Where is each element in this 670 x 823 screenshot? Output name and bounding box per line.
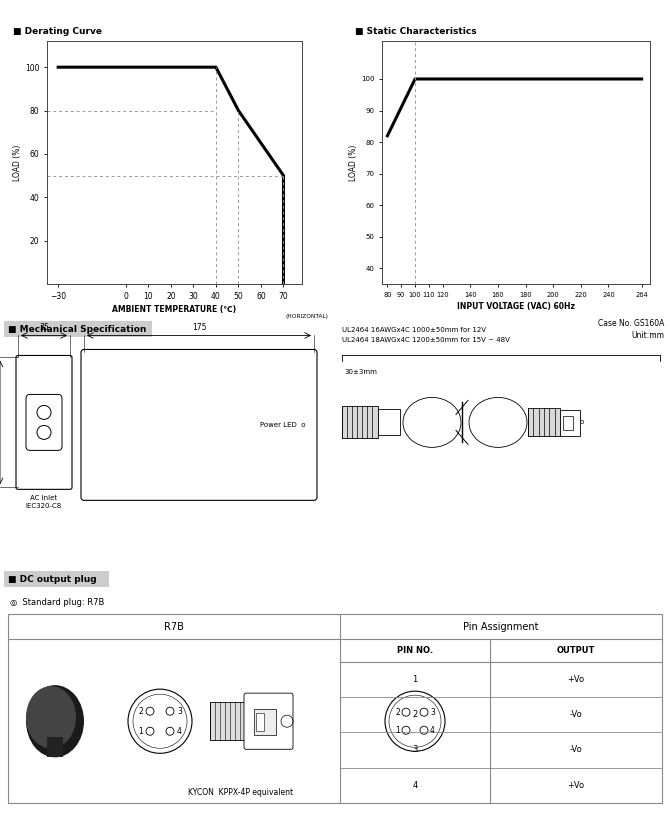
Ellipse shape	[26, 686, 76, 748]
Ellipse shape	[403, 398, 461, 448]
Text: 4: 4	[177, 727, 182, 736]
Text: 3: 3	[177, 707, 182, 716]
Text: 1: 1	[395, 726, 400, 735]
Text: 3: 3	[430, 708, 435, 717]
FancyBboxPatch shape	[4, 571, 109, 588]
X-axis label: AMBIENT TEMPERATURE (℃): AMBIENT TEMPERATURE (℃)	[112, 305, 237, 314]
Text: +Vo: +Vo	[567, 781, 584, 790]
Text: 2: 2	[412, 710, 417, 719]
FancyBboxPatch shape	[244, 693, 293, 749]
Text: 4: 4	[430, 726, 435, 735]
FancyBboxPatch shape	[16, 356, 72, 490]
Text: (HORIZONTAL): (HORIZONTAL)	[285, 314, 329, 319]
Text: 2: 2	[395, 708, 400, 717]
Text: 1: 1	[412, 675, 417, 684]
Bar	[47, 737, 63, 757]
Text: o: o	[580, 420, 584, 425]
Bar	[342, 407, 378, 439]
Bar	[256, 714, 264, 732]
FancyBboxPatch shape	[4, 322, 152, 337]
FancyBboxPatch shape	[26, 394, 62, 450]
Bar	[560, 411, 580, 436]
Text: ◎  Standard plug: R7B: ◎ Standard plug: R7B	[10, 598, 105, 607]
Text: 4: 4	[412, 781, 417, 790]
Y-axis label: LOAD (%): LOAD (%)	[13, 144, 22, 181]
Text: 2: 2	[138, 707, 143, 716]
Text: Case No. GS160A
Unit:mm: Case No. GS160A Unit:mm	[598, 319, 664, 340]
Text: 175: 175	[192, 323, 206, 332]
Bar	[210, 702, 246, 740]
Ellipse shape	[26, 685, 84, 757]
Text: OUTPUT: OUTPUT	[557, 646, 595, 655]
Text: ■ DC output plug: ■ DC output plug	[8, 574, 96, 584]
Text: R7B: R7B	[164, 622, 184, 632]
Ellipse shape	[469, 398, 527, 448]
Text: 1: 1	[138, 727, 143, 736]
Text: -Vo: -Vo	[570, 710, 582, 719]
Bar	[8, 615, 662, 803]
Text: UL2464 18AWGx4C 1200±50mm for 15V ~ 48V: UL2464 18AWGx4C 1200±50mm for 15V ~ 48V	[342, 337, 510, 343]
Text: ■ Static Characteristics: ■ Static Characteristics	[355, 27, 477, 36]
Y-axis label: LOAD (%): LOAD (%)	[349, 144, 358, 181]
Text: Pin Assignment: Pin Assignment	[463, 622, 539, 632]
Text: ■ Mechanical Specification: ■ Mechanical Specification	[8, 325, 146, 334]
Text: -Vo: -Vo	[570, 746, 582, 755]
Text: PIN NO.: PIN NO.	[397, 646, 433, 655]
Bar	[563, 416, 573, 430]
Text: +Vo: +Vo	[567, 675, 584, 684]
Text: 3: 3	[412, 746, 417, 755]
X-axis label: INPUT VOLTAGE (VAC) 60Hz: INPUT VOLTAGE (VAC) 60Hz	[457, 302, 575, 311]
Text: KYCON  KPPX-4P equivalent: KYCON KPPX-4P equivalent	[188, 788, 293, 797]
Text: 35: 35	[39, 323, 49, 332]
Text: UL2464 16AWGx4C 1000±50mm for 12V: UL2464 16AWGx4C 1000±50mm for 12V	[342, 328, 486, 333]
Text: AC Inlet
IEC320-C8: AC Inlet IEC320-C8	[26, 495, 62, 509]
Text: Power LED  o: Power LED o	[261, 422, 306, 428]
FancyBboxPatch shape	[81, 350, 317, 500]
Bar	[378, 409, 400, 435]
Bar	[254, 709, 276, 735]
Text: 30±3mm: 30±3mm	[344, 370, 377, 375]
Text: ■ Derating Curve: ■ Derating Curve	[13, 27, 103, 36]
Bar	[528, 408, 560, 436]
